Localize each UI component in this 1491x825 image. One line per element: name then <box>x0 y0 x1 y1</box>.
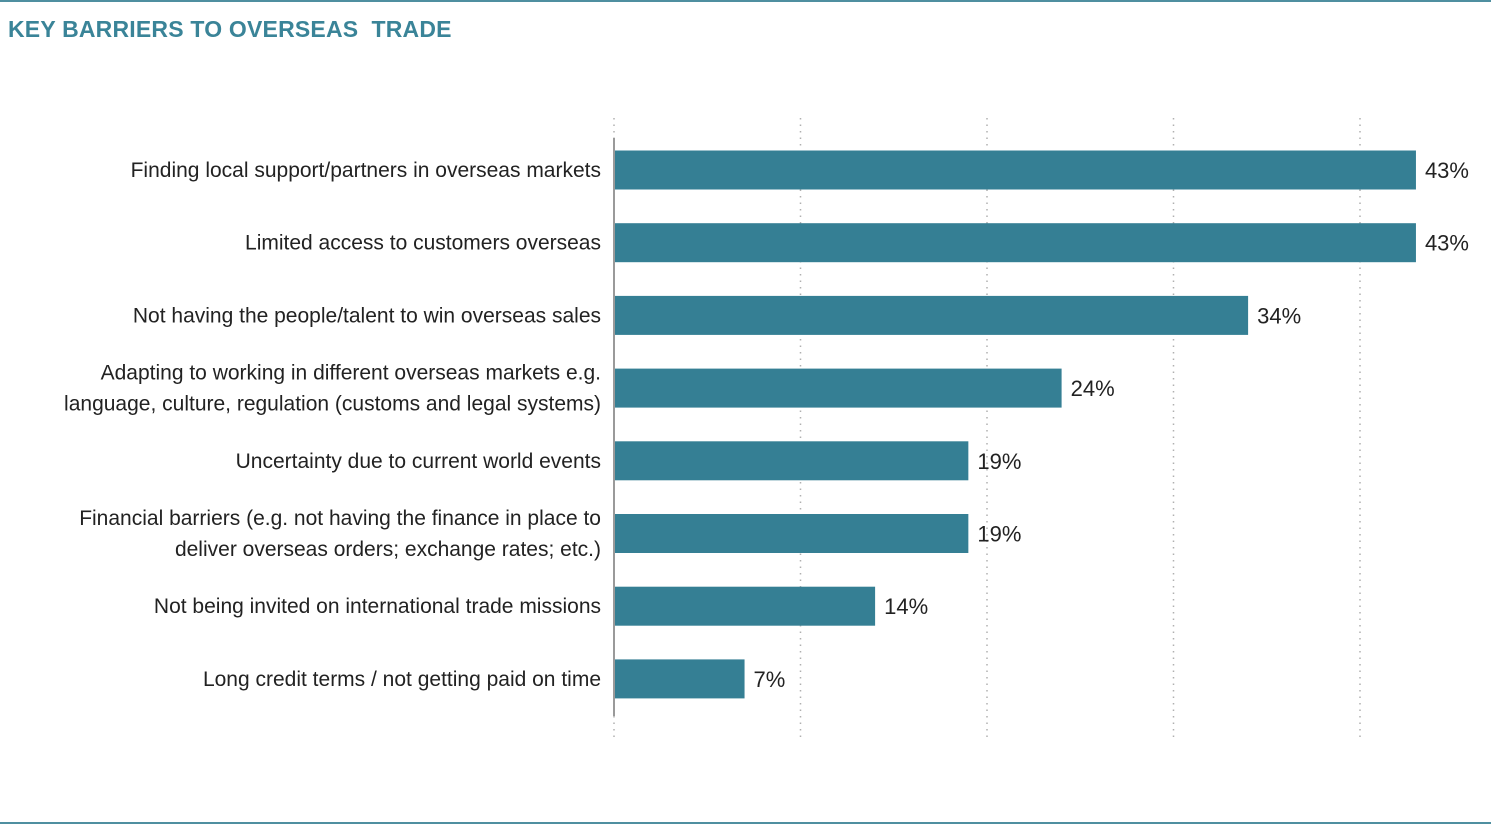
category-label-line: Finding local support/partners in overse… <box>131 159 601 182</box>
category-label-line: Long credit terms / not getting paid on … <box>203 668 601 691</box>
bars <box>614 150 1416 699</box>
value-label: 14% <box>884 594 928 619</box>
category-label: Uncertainty due to current world events <box>236 450 601 473</box>
category-label: Not being invited on international trade… <box>154 595 601 618</box>
category-label-line: Not being invited on international trade… <box>154 595 601 618</box>
category-label-line: Financial barriers (e.g. not having the … <box>79 507 601 530</box>
bar <box>614 223 1416 263</box>
bar <box>614 295 1249 335</box>
value-label: 19% <box>977 449 1021 474</box>
value-labels: 43% 43% 34% 24% 19% 19% 14% 7% <box>754 158 1469 692</box>
category-label: Not having the people/talent to win over… <box>133 304 601 327</box>
category-label: Limited access to customers overseas <box>245 232 601 255</box>
category-label-line: language, culture, regulation (customs a… <box>64 393 601 416</box>
bar <box>614 150 1416 190</box>
category-label-line: Adapting to working in different oversea… <box>101 362 601 385</box>
value-label: 43% <box>1425 231 1469 256</box>
category-labels: Finding local support/partners in overse… <box>64 159 601 691</box>
bottom-rule <box>0 822 1491 824</box>
category-label: Financial barriers (e.g. not having the … <box>79 507 601 561</box>
chart-title: KEY BARRIERS TO OVERSEAS TRADE <box>8 16 452 42</box>
value-label: 24% <box>1071 376 1115 401</box>
gridlines <box>613 118 1361 742</box>
category-label-line: Limited access to customers overseas <box>245 232 601 255</box>
value-label: 34% <box>1257 303 1301 328</box>
top-rule <box>0 0 1491 2</box>
category-label: Adapting to working in different oversea… <box>64 362 601 416</box>
category-label-line: Not having the people/talent to win over… <box>133 304 601 327</box>
value-label: 7% <box>754 667 786 692</box>
bar <box>614 586 876 626</box>
category-label: Long credit terms / not getting paid on … <box>203 668 601 691</box>
category-label-line: Uncertainty due to current world events <box>236 450 601 473</box>
value-label: 19% <box>977 522 1021 547</box>
category-label: Finding local support/partners in overse… <box>131 159 601 182</box>
category-label-line: deliver overseas orders; exchange rates;… <box>175 538 601 561</box>
bar <box>614 514 969 553</box>
bar <box>614 441 969 481</box>
bar <box>614 659 745 699</box>
value-label: 43% <box>1425 158 1469 183</box>
bar <box>614 368 1062 408</box>
